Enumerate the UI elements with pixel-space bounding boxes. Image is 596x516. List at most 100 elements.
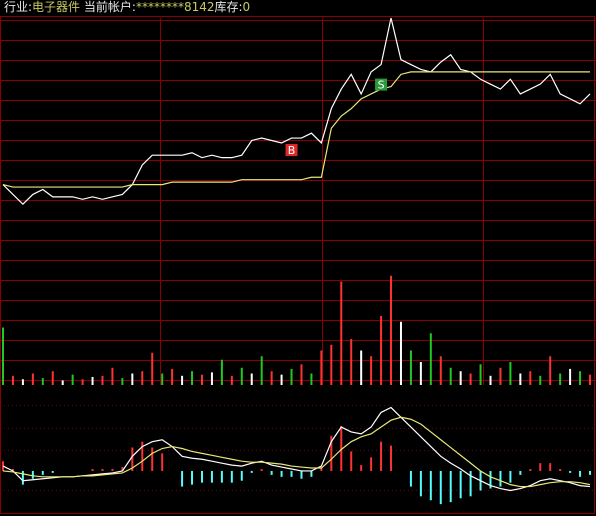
volume-bar <box>200 374 203 385</box>
volume-bar <box>220 359 223 385</box>
macd-bar <box>409 470 412 487</box>
volume-bar <box>399 321 402 385</box>
volume-bar <box>41 378 44 385</box>
volume-bar <box>459 371 462 385</box>
volume-bar <box>270 371 273 385</box>
macd-bar <box>390 445 393 471</box>
volume-bar <box>121 378 124 385</box>
volume-bar <box>230 375 233 385</box>
series-line <box>2 416 591 488</box>
series-line <box>2 406 591 492</box>
volume-bar <box>31 373 34 385</box>
volume-bar <box>409 350 412 385</box>
macd-bar <box>459 470 462 499</box>
macd-bar <box>151 447 154 471</box>
volume-bar <box>539 375 542 385</box>
macd-bar <box>360 465 363 471</box>
volume-bar <box>131 373 134 385</box>
macd-bar <box>111 469 114 471</box>
volume-bar <box>549 356 552 385</box>
volume-bar <box>559 373 562 385</box>
macd-bar <box>21 470 24 485</box>
macd-bar <box>121 467 124 471</box>
macd-bar <box>529 469 532 471</box>
macd-bar <box>499 470 502 487</box>
volume-bar <box>499 367 502 385</box>
volume-bar <box>479 364 482 385</box>
volume-bar <box>589 374 591 385</box>
volume-bar <box>161 373 164 385</box>
volume-bar <box>429 333 432 385</box>
macd-bar <box>419 470 422 497</box>
volume-bar <box>91 376 94 385</box>
volume-bar <box>380 316 383 385</box>
macd-bar <box>260 469 263 471</box>
series-line <box>2 71 590 188</box>
volume-bar <box>310 373 313 385</box>
macd-bar <box>181 470 184 487</box>
volume-bar <box>101 375 104 385</box>
volume-bar <box>61 380 64 385</box>
macd-bar <box>370 457 373 471</box>
volume-bar <box>469 373 472 385</box>
macd-bar <box>131 447 134 471</box>
macd-bar <box>41 470 44 475</box>
volume-bar <box>280 374 283 385</box>
macd-bar <box>469 470 472 497</box>
volume-bar <box>439 356 442 385</box>
header: 行业:电子器件 当前帐户:********8142库存:0 <box>4 0 250 14</box>
macd-bar <box>320 467 323 471</box>
macd-bar <box>449 470 452 503</box>
macd-bar <box>519 470 522 475</box>
macd-bar <box>509 470 512 483</box>
volume-bar <box>350 339 353 385</box>
macd-bar <box>141 441 144 471</box>
volume-bar <box>529 371 532 385</box>
macd-bar <box>91 469 94 471</box>
volume-bar <box>181 375 184 385</box>
macd-bar <box>220 470 223 483</box>
volume-bar <box>191 371 194 385</box>
account: ********8142 <box>135 0 215 14</box>
macd-bar <box>429 470 432 501</box>
volume-bar <box>81 379 84 385</box>
volume-bar <box>21 379 24 385</box>
volume-bar <box>330 344 333 385</box>
macd-bar <box>11 469 14 471</box>
volume-bar <box>250 373 253 385</box>
volume-bar <box>449 367 452 385</box>
macd-bar <box>290 470 293 477</box>
macd-bar <box>51 470 54 473</box>
macd-bar <box>300 470 303 479</box>
macd-bar <box>340 426 343 471</box>
macd-bar <box>539 463 542 471</box>
trade-label: S <box>378 79 385 92</box>
macd-bar <box>549 463 552 471</box>
macd-bar <box>310 470 313 477</box>
volume-bar <box>51 371 54 385</box>
macd-bar <box>250 470 253 473</box>
macd-bar <box>101 469 104 471</box>
volume-bar <box>141 371 144 385</box>
volume-bar <box>390 275 393 385</box>
macd-bar <box>161 453 164 471</box>
macd-bar <box>439 470 442 505</box>
macd-bar <box>230 470 233 483</box>
stock: 0 <box>242 0 251 14</box>
macd-bar <box>569 470 572 473</box>
trade-marker <box>285 144 298 157</box>
macd-bar <box>330 435 333 471</box>
volume-bar <box>260 356 263 385</box>
volume-bar <box>71 374 74 385</box>
macd-bar <box>240 470 243 481</box>
industry-label: 行业: <box>4 0 33 14</box>
trade-label: B <box>288 144 296 157</box>
volume-bar <box>579 371 582 385</box>
volume-bar <box>300 364 303 385</box>
macd-bar <box>350 451 353 471</box>
volume-bar <box>111 367 114 385</box>
volume-bar <box>2 327 4 385</box>
series-line <box>2 17 591 206</box>
